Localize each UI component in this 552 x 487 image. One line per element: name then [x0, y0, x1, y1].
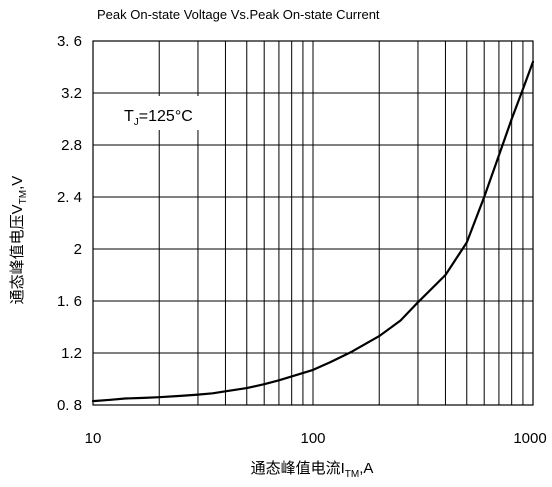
x-tick-label: 1000 — [513, 430, 546, 447]
y-tick-label: 3.2 — [61, 85, 82, 102]
x-tick-labels: 10 100 1000 — [85, 430, 547, 447]
y-tick-label: 0. 8 — [57, 397, 82, 414]
grid — [92, 40, 534, 406]
y-tick-label: 3. 6 — [57, 33, 82, 50]
temperature-annotation: TJ=125°C — [124, 108, 193, 128]
annotation-sub: J — [134, 117, 139, 128]
y-axis-label-tail: ,V — [9, 176, 26, 190]
x-axis-label: 通态峰值电流ITM,A — [251, 460, 374, 480]
annotation-tail: =125°C — [139, 108, 193, 125]
annotation-background — [118, 96, 222, 130]
x-tick-label: 100 — [300, 430, 325, 447]
y-tick-label: 1.2 — [61, 345, 82, 362]
y-axis-label-main: 通态峰值电压V — [9, 204, 26, 304]
y-tick-labels: 0. 8 1.2 1. 6 2 2. 4 2.8 3.2 3. 6 — [57, 33, 82, 414]
x-axis-label-sub: TM — [345, 469, 359, 480]
plot-frame — [92, 40, 534, 406]
y-tick-label: 2. 4 — [57, 189, 82, 206]
y-tick-label: 2 — [74, 241, 82, 258]
y-tick-label: 1. 6 — [57, 293, 82, 310]
temperature-annotation-box: TJ=125°C — [118, 96, 222, 130]
y-axis-label-sub: TM — [18, 190, 29, 204]
x-axis-label-tail: ,A — [359, 460, 373, 477]
chart-title: Peak On-state Voltage Vs.Peak On-state C… — [97, 7, 380, 22]
x-axis-label-main: 通态峰值电流I — [251, 460, 345, 477]
series-line — [91, 60, 535, 403]
annotation-main: T — [124, 108, 134, 125]
x-tick-label: 10 — [85, 430, 102, 447]
y-axis-label: 通态峰值电压VTM,V — [9, 176, 29, 305]
y-tick-label: 2.8 — [61, 137, 82, 154]
